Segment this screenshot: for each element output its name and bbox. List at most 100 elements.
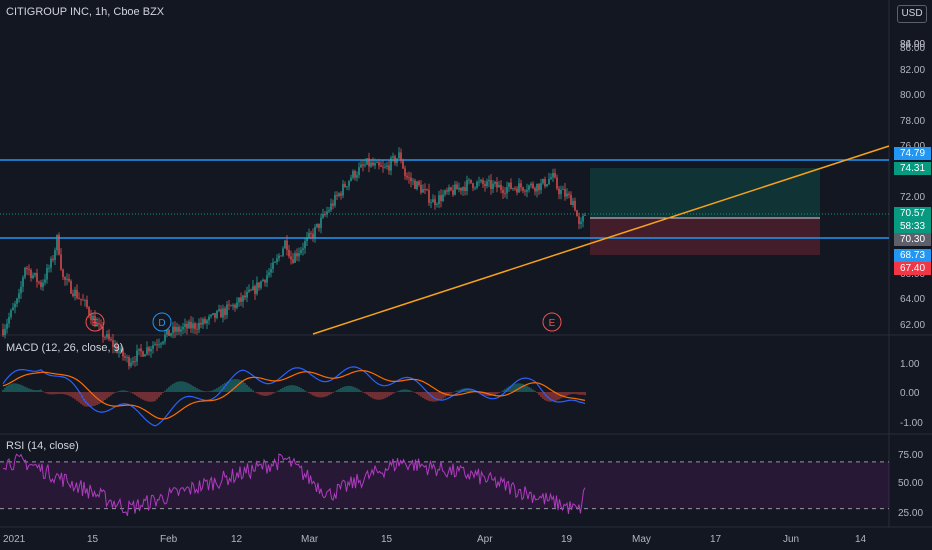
macd-histogram-bar: [176, 381, 178, 392]
candle-body: [450, 187, 452, 191]
candle-body: [424, 189, 426, 190]
profit-zone[interactable]: [590, 168, 820, 218]
macd-histogram-bar: [438, 392, 440, 401]
candle-body: [204, 319, 206, 324]
candle-body: [54, 250, 56, 260]
dividend-marker-label: D: [158, 318, 165, 329]
macd-histogram-bar: [60, 392, 62, 394]
macd-histogram-bar: [392, 392, 394, 394]
candle-body: [524, 190, 526, 192]
candle-body: [164, 334, 166, 342]
candle-body: [20, 286, 22, 294]
candle-body: [44, 279, 46, 283]
candle-body: [544, 179, 546, 187]
candle-body: [546, 184, 548, 187]
candle-body: [426, 189, 428, 190]
candle-body: [64, 277, 66, 280]
macd-histogram-bar: [576, 392, 578, 395]
candle-body: [184, 323, 186, 327]
candle-body: [160, 343, 162, 345]
macd-histogram-bar: [496, 392, 498, 395]
macd-histogram-bar: [254, 391, 256, 393]
candle-body: [96, 323, 98, 327]
candle-body: [134, 360, 136, 362]
macd-histogram-bar: [318, 392, 320, 398]
candle-body: [216, 310, 218, 318]
candle-body: [16, 298, 18, 304]
macd-histogram-bar: [388, 392, 390, 397]
macd-histogram-bar: [298, 386, 300, 392]
time-tick: 2021: [3, 534, 26, 545]
macd-histogram-bar: [84, 392, 86, 407]
candle-body: [288, 249, 290, 257]
macd-histogram-bar: [110, 392, 112, 396]
candle-body: [60, 254, 62, 270]
macd-histogram-bar: [480, 392, 482, 395]
macd-histogram-bar: [226, 381, 228, 392]
candle-body: [148, 347, 150, 352]
macd-histogram-bar: [332, 392, 334, 393]
candle-body: [236, 302, 238, 308]
dividend-marker[interactable]: D: [152, 312, 172, 332]
macd-histogram-bar: [34, 390, 36, 392]
candle-body: [368, 158, 370, 167]
macd-histogram-bar: [442, 392, 444, 399]
candle-body: [158, 344, 160, 346]
macd-histogram-bar: [18, 384, 20, 392]
macd-histogram-bar: [366, 392, 368, 395]
macd-histogram-bar: [422, 392, 424, 398]
macd-histogram-bar: [56, 392, 58, 395]
macd-histogram-bar: [188, 383, 190, 392]
macd-histogram-bar: [40, 389, 42, 392]
candle-body: [316, 223, 318, 228]
macd-histogram-bar: [384, 392, 386, 399]
candle-body: [240, 297, 242, 302]
macd-histogram-bar: [182, 381, 184, 392]
candle-body: [234, 304, 236, 308]
macd-histogram-bar: [396, 391, 398, 393]
macd-histogram-bar: [406, 389, 408, 392]
rsi-line: [2, 453, 586, 516]
candle-body: [314, 227, 316, 238]
candle-body: [396, 158, 398, 163]
candle-body: [532, 183, 534, 189]
candle-body: [180, 329, 182, 332]
macd-histogram-bar: [46, 392, 48, 394]
macd-histogram-bar: [584, 392, 586, 396]
rsi-label[interactable]: RSI (14, close): [6, 440, 79, 452]
candle-body: [58, 234, 60, 255]
candle-body: [280, 255, 282, 257]
macd-histogram-bar: [348, 385, 350, 392]
candle-body: [452, 190, 454, 195]
candle-body: [422, 189, 424, 193]
macd-histogram-bar: [328, 392, 330, 396]
earnings-marker[interactable]: E: [542, 312, 562, 332]
loss-zone[interactable]: [590, 218, 820, 255]
candle-body: [34, 272, 36, 276]
candle-body: [460, 187, 462, 191]
trend-line[interactable]: [312, 145, 890, 335]
candle-body: [88, 307, 90, 315]
currency-button[interactable]: USD: [897, 5, 927, 23]
earnings-marker[interactable]: E: [85, 312, 105, 332]
macd-histogram-bar: [220, 385, 222, 392]
macd-histogram-bar: [50, 392, 52, 395]
candle-body: [490, 180, 492, 189]
macd-histogram-bar: [44, 392, 46, 393]
macd-histogram-bar: [570, 392, 572, 395]
candle-body: [434, 199, 436, 205]
candle-body: [308, 233, 310, 238]
time-tick: 15: [87, 534, 99, 545]
candle-body: [8, 317, 10, 324]
macd-histogram-bar: [400, 389, 402, 392]
candle-body: [102, 326, 104, 338]
candle-body: [446, 190, 448, 192]
candle-body: [574, 200, 576, 211]
macd-label[interactable]: MACD (12, 26, close, 9): [6, 342, 124, 354]
macd-histogram-bar: [124, 390, 126, 392]
macd-histogram-bar: [324, 392, 326, 397]
macd-histogram-bar: [76, 392, 78, 401]
symbol-title[interactable]: CITIGROUP INC, 1h, Cboe BZX: [6, 6, 165, 18]
candle-body: [332, 203, 334, 206]
